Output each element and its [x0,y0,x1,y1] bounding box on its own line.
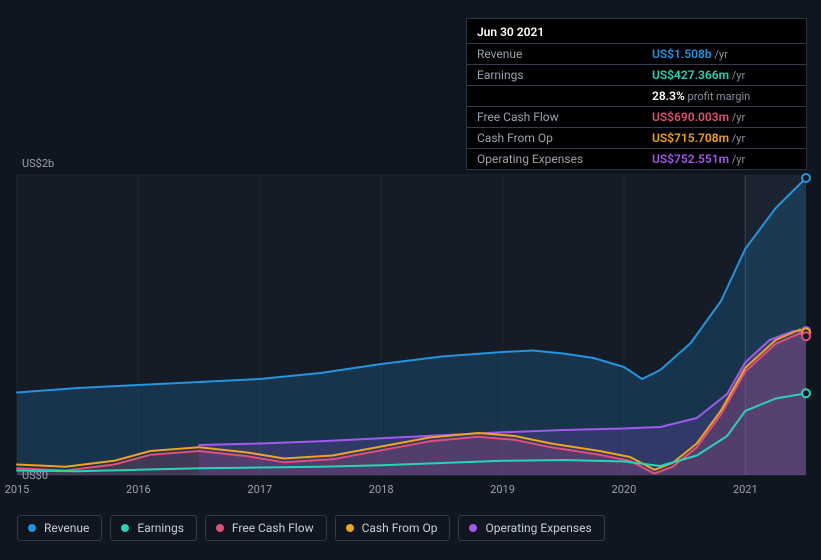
y-tick-label: US$0 [22,469,48,482]
legend-label: Operating Expenses [485,521,591,535]
legend-label: Cash From Op [362,521,438,535]
x-tick-label: 2017 [247,483,272,496]
tooltip-row: Free Cash FlowUS$690.003m /yr [467,107,806,128]
tooltip-row: 28.3% profit margin [467,86,806,107]
legend-label: Earnings [137,521,184,535]
tooltip-row: Cash From OpUS$715.708m /yr [467,128,806,149]
chart-tooltip: Jun 30 2021 RevenueUS$1.508b /yrEarnings… [466,18,807,170]
legend-item-opex[interactable]: Operating Expenses [458,515,604,541]
x-tick-label: 2021 [733,483,758,496]
x-tick-label: 2015 [5,483,30,496]
tooltip-row-value: US$690.003m /yr [642,107,806,128]
legend-dot [216,524,224,532]
x-tick-label: 2018 [369,483,394,496]
legend-label: Free Cash Flow [232,521,314,535]
tooltip-row-label: Free Cash Flow [467,107,642,128]
tooltip-row-value: US$715.708m /yr [642,128,806,149]
tooltip-row: RevenueUS$1.508b /yr [467,44,806,65]
tooltip-row-label: Operating Expenses [467,149,642,170]
legend-item-earnings[interactable]: Earnings [110,515,197,541]
legend-dot [469,524,477,532]
x-tick-label: 2020 [612,483,637,496]
x-tick-label: 2019 [490,483,515,496]
tooltip-row-value: 28.3% profit margin [642,86,806,107]
tooltip-row-value: US$427.366m /yr [642,65,806,86]
legend-item-fcf[interactable]: Free Cash Flow [205,515,327,541]
legend-label: Revenue [44,521,89,535]
legend-dot [28,524,36,532]
tooltip-row-label: Cash From Op [467,128,642,149]
tooltip-row-label [467,86,642,107]
tooltip-row-value: US$752.551m /yr [642,149,806,170]
tooltip-row-label: Earnings [467,65,642,86]
legend-item-cfo[interactable]: Cash From Op [335,515,451,541]
tooltip-row-label: Revenue [467,44,642,65]
chart-legend: Revenue Earnings Free Cash Flow Cash From O… [17,515,605,541]
legend-dot [346,524,354,532]
tooltip-row: EarningsUS$427.366m /yr [467,65,806,86]
tooltip-title: Jun 30 2021 [467,23,806,43]
legend-dot [121,524,129,532]
tooltip-row-value: US$1.508b /yr [642,44,806,65]
tooltip-row: Operating ExpensesUS$752.551m /yr [467,149,806,170]
legend-item-revenue[interactable]: Revenue [17,515,102,541]
x-tick-label: 2016 [126,483,151,496]
y-tick-label: US$2b [22,157,54,170]
chart-stage: { "chart": { "type": "area", "background… [0,0,821,560]
